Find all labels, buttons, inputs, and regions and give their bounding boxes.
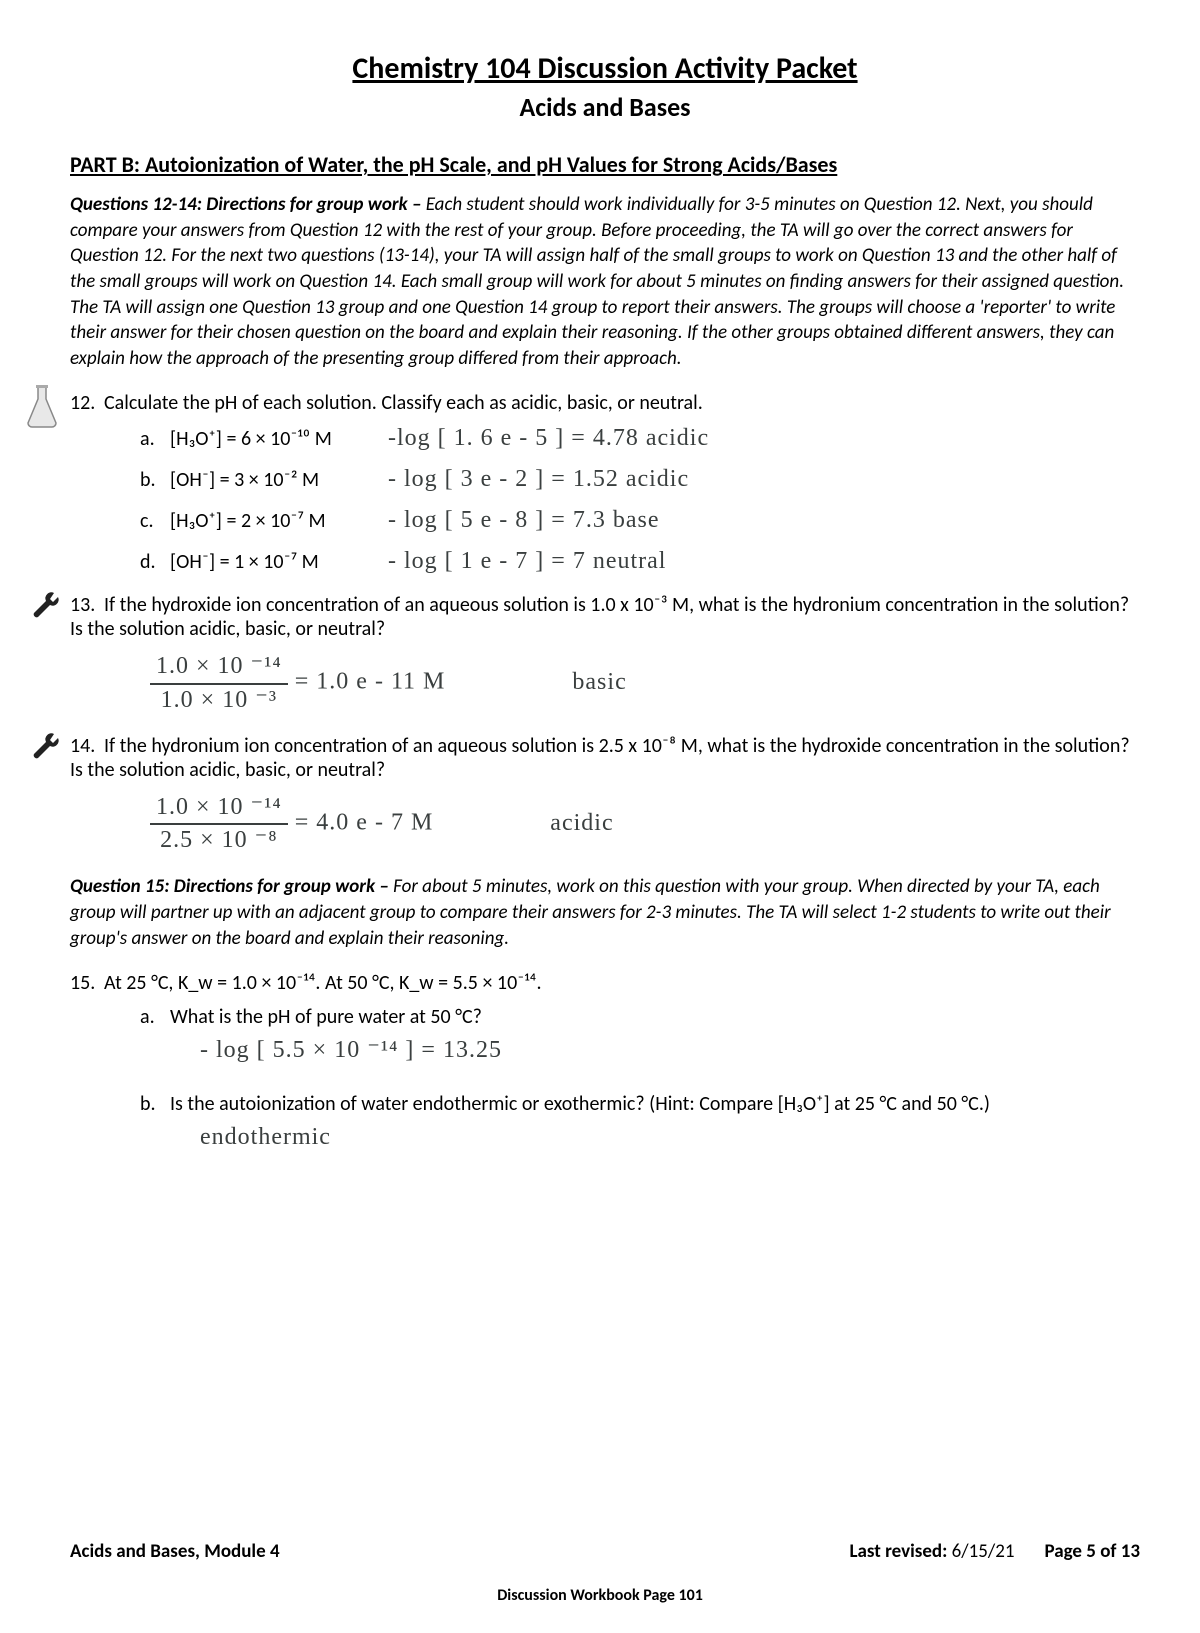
q14-number: 14. xyxy=(70,734,104,758)
q15-b: b. Is the autoionization of water endoth… xyxy=(140,1092,1140,1116)
page-footer: Acids and Bases, Module 4 Last revised: … xyxy=(70,1540,1140,1563)
q12-c: c. [H₃O⁺] = 2 × 10⁻⁷ M - log [ 5 e - 8 ]… xyxy=(140,507,1140,534)
question-14: 14.If the hydronium ion concentration of… xyxy=(70,734,1140,856)
directions-lead: Questions 12-14: Directions for group wo… xyxy=(70,193,426,216)
footer-revised-label: Last revised: xyxy=(849,1540,947,1563)
page-title-sub: Acids and Bases xyxy=(70,91,1140,123)
q12-b: b. [OH⁻] = 3 × 10⁻² M - log [ 3 e - 2 ] … xyxy=(140,466,1140,493)
q15-a-letter: a. xyxy=(140,1005,170,1029)
question-13: 13.If the hydroxide ion concentration of… xyxy=(70,593,1140,715)
q14-text: If the hydronium ion concentration of an… xyxy=(70,734,1130,782)
q15-text: At 25 °C, K_w = 1.0 × 10⁻¹⁴. At 50 °C, K… xyxy=(104,971,542,995)
q12-text: Calculate the pH of each solution. Class… xyxy=(104,391,703,415)
question-15: 15.At 25 °C, K_w = 1.0 × 10⁻¹⁴. At 50 °C… xyxy=(70,971,1140,1153)
workbook-footer: Discussion Workbook Page 101 xyxy=(0,1586,1200,1605)
q14-handwriting: 1.0 × 10 ⁻¹⁴ 2.5 × 10 ⁻⁸ = 4.0 e - 7 M a… xyxy=(150,792,1140,856)
flask-icon xyxy=(22,383,62,431)
footer-revised-date: 6/15/21 xyxy=(947,1540,1014,1563)
q15-a-printed: What is the pH of pure water at 50 °C? xyxy=(170,1005,482,1029)
q13-classify: basic xyxy=(572,669,626,695)
q14-result: = 4.0 e - 7 M xyxy=(295,810,434,836)
footer-page: Page 5 of 13 xyxy=(1045,1540,1141,1563)
q15-number: 15. xyxy=(70,971,104,995)
q12-d: d. [OH⁻] = 1 × 10⁻⁷ M - log [ 1 e - 7 ] … xyxy=(140,548,1140,575)
directions-15: Question 15: Directions for group work –… xyxy=(70,874,1140,951)
page-title-main: Chemistry 104 Discussion Activity Packet xyxy=(70,50,1140,87)
directions-12-14: Questions 12-14: Directions for group wo… xyxy=(70,192,1140,371)
question-12: 12.Calculate the pH of each solution. Cl… xyxy=(70,391,1140,575)
q12-d-handwriting: - log [ 1 e - 7 ] = 7 neutral xyxy=(388,548,666,575)
wrench-icon xyxy=(28,728,64,764)
q15-b-letter: b. xyxy=(140,1092,170,1116)
q13-frac-num: 1.0 × 10 ⁻¹⁴ xyxy=(150,651,288,684)
wrench-icon xyxy=(28,587,64,623)
q13-result: = 1.0 e - 11 M xyxy=(295,669,446,695)
q12-d-printed: [OH⁻] = 1 × 10⁻⁷ M xyxy=(170,550,370,574)
directions-15-lead: Question 15: Directions for group work – xyxy=(70,875,393,898)
q15-b-printed: Is the autoionization of water endotherm… xyxy=(170,1092,990,1116)
q12-b-printed: [OH⁻] = 3 × 10⁻² M xyxy=(170,468,370,492)
q13-text: If the hydroxide ion concentration of an… xyxy=(70,593,1129,641)
q12-c-letter: c. xyxy=(140,509,170,533)
part-heading: PART B: Autoionization of Water, the pH … xyxy=(70,151,1140,178)
q12-a-handwriting: -log [ 1. 6 e - 5 ] = 4.78 acidic xyxy=(388,425,709,452)
directions-body: Each student should work individually fo… xyxy=(70,193,1124,370)
q12-c-printed: [H₃O⁺] = 2 × 10⁻⁷ M xyxy=(170,509,370,533)
q13-frac-den: 1.0 × 10 ⁻³ xyxy=(150,685,288,716)
q12-b-handwriting: - log [ 3 e - 2 ] = 1.52 acidic xyxy=(388,466,689,493)
q14-frac-num: 1.0 × 10 ⁻¹⁴ xyxy=(150,792,288,825)
q14-frac-den: 2.5 × 10 ⁻⁸ xyxy=(150,825,288,856)
q13-number: 13. xyxy=(70,593,104,617)
q15-a-handwriting: - log [ 5.5 × 10 ⁻¹⁴ ] = 13.25 xyxy=(200,1035,1140,1066)
q15-b-handwriting: endothermic xyxy=(200,1122,1140,1153)
q12-d-letter: d. xyxy=(140,550,170,574)
q13-handwriting: 1.0 × 10 ⁻¹⁴ 1.0 × 10 ⁻³ = 1.0 e - 11 M … xyxy=(150,651,1140,715)
q12-a: a. [H₃O⁺] = 6 × 10⁻¹⁰ M -log [ 1. 6 e - … xyxy=(140,425,1140,452)
q12-a-printed: [H₃O⁺] = 6 × 10⁻¹⁰ M xyxy=(170,427,370,451)
footer-module: Acids and Bases, Module 4 xyxy=(70,1540,280,1563)
q12-c-handwriting: - log [ 5 e - 8 ] = 7.3 base xyxy=(388,507,659,534)
q12-number: 12. xyxy=(70,391,104,415)
q12-b-letter: b. xyxy=(140,468,170,492)
q12-a-letter: a. xyxy=(140,427,170,451)
q15-a: a. What is the pH of pure water at 50 °C… xyxy=(140,1005,1140,1029)
q14-classify: acidic xyxy=(550,810,613,836)
